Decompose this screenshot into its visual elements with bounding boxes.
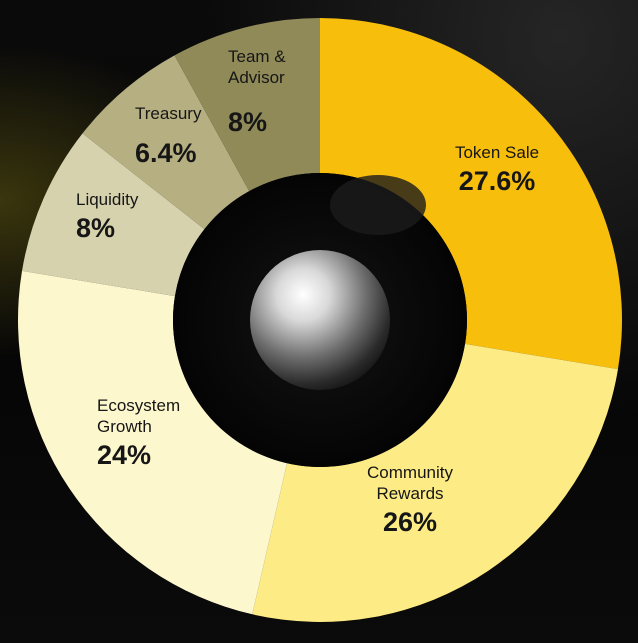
slice-name-2-0: Ecosystem [97, 396, 180, 415]
donut-center [173, 173, 467, 467]
slice-name-1-1: Rewards [376, 484, 443, 503]
chrome-sphere-icon [250, 250, 390, 390]
slice-4 [82, 55, 250, 230]
slice-value-0: 27.6% [459, 166, 536, 196]
slice-1 [252, 343, 618, 622]
slice-label-0: Token Sale 27.6% [455, 143, 539, 196]
slice-name-0-0: Token Sale [455, 143, 539, 162]
slice-label-3: Liquidity 8% [76, 190, 139, 243]
slices-layer [17, 18, 622, 622]
slice-value-4: 6.4% [135, 138, 197, 168]
slice-label-4: Treasury 6.4% [135, 104, 202, 168]
slice-value-2: 24% [97, 440, 151, 470]
slice-name-5-0: Team & [228, 47, 286, 66]
slice-value-5: 8% [228, 107, 267, 137]
slice-value-3: 8% [76, 213, 115, 243]
slice-name-2-1: Growth [97, 417, 152, 436]
slice-name-3-0: Liquidity [76, 190, 139, 209]
slice-5 [174, 18, 320, 192]
slice-name-1-0: Community [367, 463, 453, 482]
slice-2 [17, 270, 288, 615]
slice-0 [320, 18, 622, 370]
slice-label-5: Team & Advisor 8% [228, 47, 286, 137]
slice-name-4-0: Treasury [135, 104, 202, 123]
slice-name-5-1: Advisor [228, 68, 285, 87]
slice-value-1: 26% [383, 507, 437, 537]
slice-label-2: Ecosystem Growth 24% [97, 396, 180, 470]
slice-label-1: Community Rewards 26% [367, 463, 453, 537]
labels-layer: Token Sale 27.6% Community Rewards 26% Ecosys… [76, 47, 539, 537]
hole-glow [330, 175, 426, 235]
slice-3 [22, 133, 205, 297]
